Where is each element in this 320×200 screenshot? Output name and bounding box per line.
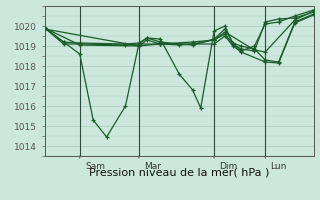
X-axis label: Pression niveau de la mer( hPa ): Pression niveau de la mer( hPa ): [89, 167, 269, 177]
Text: Dim: Dim: [220, 162, 238, 171]
Text: Lun: Lun: [271, 162, 287, 171]
Text: Sam: Sam: [85, 162, 105, 171]
Text: Mar: Mar: [144, 162, 161, 171]
